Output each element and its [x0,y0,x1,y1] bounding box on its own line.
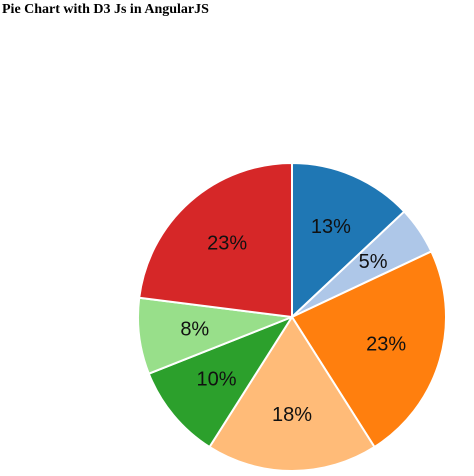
pie-slice-label-7: 23% [207,232,247,254]
pie-slice-3 [290,250,447,449]
pie-slice-label-1: 13% [311,216,351,238]
pie-slice-4 [208,315,376,472]
page-title: Pie Chart with D3 Js in AngularJS [2,2,209,17]
pie-slice-1 [291,161,406,320]
pie-slice-7 [138,161,293,319]
pie-slice-label-5: 10% [196,368,236,390]
pie-labels: 13% 5% 23% 18% 10% 8% 23% [180,216,406,426]
pie-slices [137,161,447,472]
pie-slice-label-2: 5% [359,251,388,273]
pie-slice-label-3: 23% [366,333,406,355]
pie-slice-label-4: 18% [272,404,312,426]
pie-slice-label-6: 8% [180,318,209,340]
pie-slice-5 [147,314,295,449]
